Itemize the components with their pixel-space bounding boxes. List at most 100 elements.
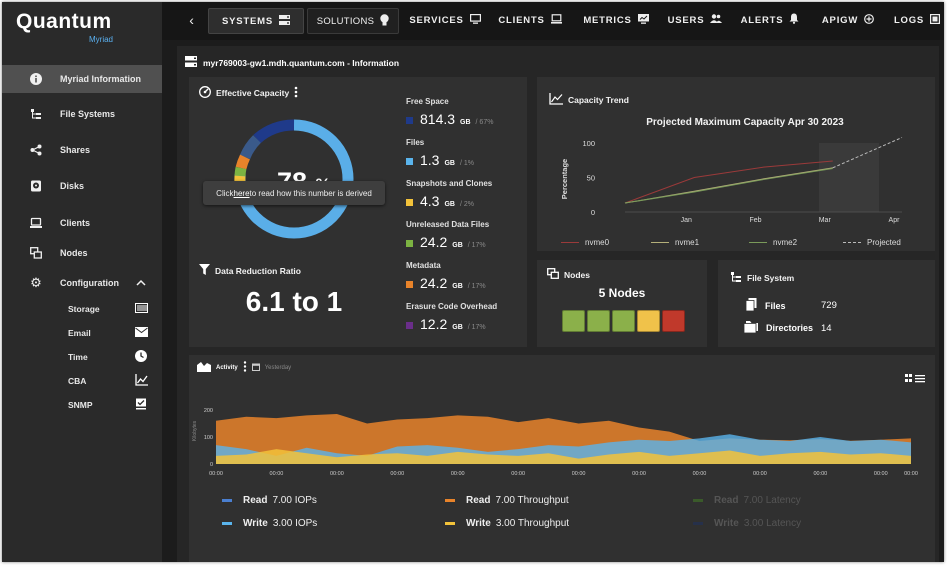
legend-line — [651, 242, 669, 243]
tab-users[interactable]: USERS — [667, 8, 723, 32]
files-row: Files — [745, 298, 786, 313]
metric-label: Erasure Code Overhead — [406, 302, 498, 311]
tooltip-text: to read how this number is derived — [249, 188, 372, 198]
config-item-cba[interactable]: CBA — [2, 371, 162, 391]
metric-percent: / 1% — [459, 160, 474, 167]
top-navigation: ‹ SYSTEMS SOLUTIONS SERVICES CLIENTS MET… — [162, 2, 944, 40]
y-tick-label: 100 — [204, 435, 213, 441]
calendar-icon[interactable] — [251, 363, 260, 373]
tab-systems[interactable]: SYSTEMS — [208, 8, 304, 34]
config-item-storage[interactable]: Storage — [2, 299, 162, 319]
nodes-icon — [29, 246, 43, 260]
node-status-box[interactable] — [612, 310, 635, 332]
sidebar-item-disks[interactable]: Disks — [2, 172, 162, 200]
tab-logs[interactable]: LOGS — [892, 8, 942, 32]
tab-alerts[interactable]: ALERTS — [739, 8, 801, 32]
legend-swatch — [406, 322, 413, 329]
quantum-logo: Quantum — [16, 10, 112, 33]
legend-value: 7.00 Latency — [743, 495, 801, 506]
sidebar-item-clients[interactable]: Clients — [2, 209, 162, 237]
x-tick-label: Jan — [681, 217, 692, 224]
x-tick-label: 00:00 — [813, 471, 827, 477]
filesystem-title-text: File System — [747, 273, 795, 283]
tab-metrics[interactable]: METRICS — [579, 8, 653, 32]
sidebar-item-label: Disks — [60, 181, 85, 191]
mail-icon — [134, 325, 148, 339]
sidebar-item-shares[interactable]: Shares — [2, 136, 162, 164]
node-status-box[interactable] — [637, 310, 660, 332]
sidebar-item-myriad-information[interactable]: Myriad Information — [2, 65, 162, 93]
metric-snapshots: 4.3 GB / 2% — [406, 193, 474, 209]
legend-swatch — [406, 240, 413, 247]
sidebar: Quantum Myriad Myriad Information File S… — [2, 2, 162, 562]
chart-title: Projected Maximum Capacity Apr 30 2023 — [646, 117, 844, 128]
snmp-icon — [134, 397, 148, 411]
tab-label: LOGS — [893, 14, 925, 26]
capacity-donut: 78 % — [234, 119, 354, 239]
legend-label: Write — [466, 518, 491, 529]
nodes-count: 5 Nodes — [598, 286, 646, 300]
tooltip-link[interactable]: here — [233, 188, 250, 198]
y-axis-label: Percentage — [560, 159, 569, 199]
series-line-nvme2 — [624, 168, 833, 204]
sidebar-item-nodes[interactable]: Nodes — [2, 239, 162, 267]
x-tick-label: 00:00 — [753, 471, 767, 477]
metric-unit: GB — [452, 242, 463, 249]
view-toggle-icon[interactable] — [905, 370, 925, 388]
legend-swatch — [406, 199, 413, 206]
legend-projected: Projected — [843, 238, 901, 247]
tooltip-text: Click — [216, 188, 234, 198]
more-vertical-icon[interactable] — [243, 361, 247, 374]
config-item-snmp[interactable]: SNMP — [2, 395, 162, 415]
legend-swatch — [406, 158, 413, 165]
series-line-nvme0 — [624, 160, 833, 204]
lightbulb-icon — [380, 13, 389, 29]
legend-nvme2: nvme2 — [749, 238, 797, 247]
donut-segment-blue — [253, 119, 295, 144]
x-tick-label: 00:00 — [270, 471, 284, 477]
legend-read-latency[interactable]: Read 7.00 Latency — [693, 495, 801, 506]
sidebar-item-label: File Systems — [60, 109, 116, 119]
directories-label: Directories — [766, 323, 814, 333]
legend-value: 3.00 Throughput — [495, 518, 570, 529]
activity-time-range[interactable]: Yesterday — [264, 364, 292, 371]
legend-write-throughput[interactable]: Write 3.00 Throughput — [445, 518, 569, 529]
node-status-box[interactable] — [662, 310, 685, 332]
legend-label: Read — [466, 495, 491, 506]
more-vertical-icon[interactable] — [294, 86, 298, 100]
bell-icon — [789, 13, 799, 27]
legend-label: Projected — [867, 238, 901, 247]
file-tree-icon — [730, 271, 742, 285]
legend-read-iops[interactable]: Read 7.00 IOPs — [222, 495, 317, 506]
y-tick-label: 50 — [587, 174, 595, 183]
legend-write-iops[interactable]: Write 3.00 IOPs — [222, 518, 317, 529]
laptop-icon — [29, 216, 43, 230]
node-status-box[interactable] — [562, 310, 585, 332]
tab-apigw[interactable]: APIGW — [817, 8, 879, 32]
legend-read-throughput[interactable]: Read 7.00 Throughput — [445, 495, 569, 506]
tab-clients[interactable]: CLIENTS — [497, 8, 563, 32]
tab-solutions[interactable]: SOLUTIONS — [307, 8, 399, 34]
node-status-box[interactable] — [587, 310, 610, 332]
sidebar-item-configuration[interactable]: ⚙ Configuration — [2, 269, 162, 297]
chevron-up-icon[interactable] — [136, 278, 146, 288]
config-item-time[interactable]: Time — [2, 347, 162, 367]
back-button[interactable]: ‹ — [189, 12, 195, 28]
legend-label: nvme1 — [675, 238, 700, 247]
donut-segment-green — [234, 166, 247, 177]
metric-label: Files — [406, 138, 425, 147]
legend-write-latency[interactable]: Write 3.00 Latency — [693, 518, 801, 529]
x-tick-label: Feb — [749, 217, 761, 224]
sidebar-item-file-systems[interactable]: File Systems — [2, 100, 162, 128]
y-tick-label: 0 — [591, 208, 595, 217]
area-write-throughput — [216, 449, 911, 464]
legend-line — [561, 242, 579, 243]
gear-icon: ⚙ — [30, 275, 42, 290]
legend-label: Read — [714, 495, 739, 506]
host-title: myr769003-gw1.mdh.quantum.com - Informat… — [203, 57, 400, 68]
config-item-email[interactable]: Email — [2, 323, 162, 343]
y-axis-label: Kilobytes — [192, 420, 198, 441]
tab-services[interactable]: SERVICES — [407, 8, 483, 32]
metric-files: 1.3 GB / 1% — [406, 152, 474, 168]
server-icon — [279, 14, 290, 28]
